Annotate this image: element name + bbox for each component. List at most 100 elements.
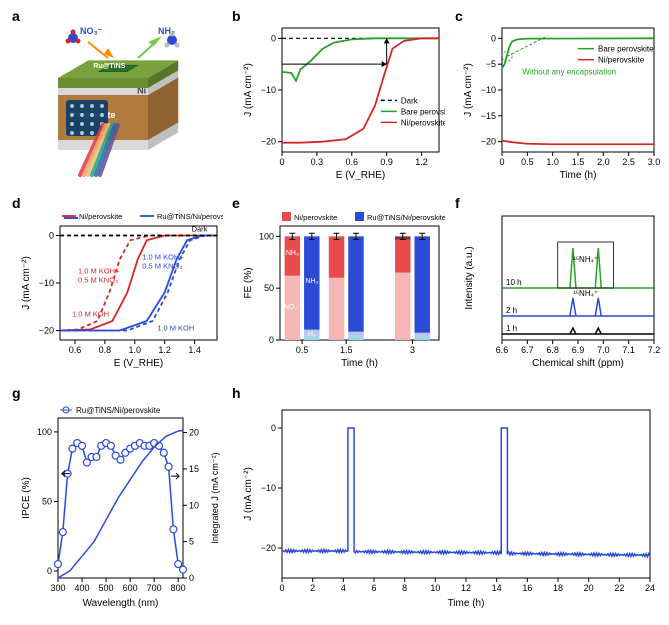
- svg-text:0.5: 0.5: [296, 345, 309, 355]
- svg-text:0.5 M KNO₃: 0.5 M KNO₃: [142, 261, 182, 270]
- svg-text:Chemical shift (ppm): Chemical shift (ppm): [532, 358, 624, 368]
- svg-text:J (mA cm⁻²): J (mA cm⁻²): [243, 63, 254, 117]
- svg-text:IPCE (%): IPCE (%): [21, 477, 32, 519]
- panel-g-svg: 30040050060070080005010005101520Waveleng…: [18, 398, 223, 608]
- svg-text:400: 400: [75, 583, 90, 593]
- svg-text:10 h: 10 h: [506, 278, 522, 287]
- panel-g: 30040050060070080005010005101520Waveleng…: [18, 398, 223, 608]
- svg-text:J (mA cm⁻²): J (mA cm⁻²): [463, 63, 474, 117]
- svg-text:0: 0: [279, 583, 284, 593]
- svg-text:24: 24: [645, 583, 655, 593]
- panel-d-svg: 0.60.81.01.21.4−20−100E (V_RHE)J (mA cm⁻…: [18, 208, 223, 368]
- svg-text:100: 100: [259, 231, 274, 241]
- svg-text:Ni/perovskite: Ni/perovskite: [401, 118, 445, 127]
- svg-text:J (mA cm⁻²): J (mA cm⁻²): [243, 467, 254, 521]
- panel-h-svg: 024681012141618202224−20−100Time (h)J (m…: [240, 398, 660, 608]
- svg-text:300: 300: [50, 583, 65, 593]
- svg-text:1.2: 1.2: [158, 345, 171, 355]
- svg-text:6: 6: [371, 583, 376, 593]
- svg-text:NO₂⁻: NO₂⁻: [284, 304, 301, 311]
- panel-f-svg: 6.66.76.86.97.07.17.2Chemical shift (ppm…: [460, 208, 660, 368]
- svg-text:1.4: 1.4: [188, 345, 201, 355]
- svg-text:0: 0: [269, 335, 274, 345]
- svg-text:Integrated J (mA cm⁻²): Integrated J (mA cm⁻²): [210, 452, 220, 543]
- svg-text:2.0: 2.0: [597, 157, 610, 167]
- panel-e-svg: 0.51.53050100Time (h)FE (%)NH₃NH₃NO₂⁻H₂N…: [240, 208, 445, 368]
- svg-text:0.6: 0.6: [346, 157, 359, 167]
- svg-text:1.0: 1.0: [546, 157, 559, 167]
- svg-text:0: 0: [271, 423, 276, 433]
- panel-f: 6.66.76.86.97.07.17.2Chemical shift (ppm…: [460, 208, 660, 368]
- svg-text:Wavelength (nm): Wavelength (nm): [83, 598, 159, 608]
- svg-text:−20: −20: [261, 543, 276, 553]
- svg-text:NO₃⁻: NO₃⁻: [80, 26, 103, 36]
- svg-text:5: 5: [189, 537, 194, 547]
- svg-text:Ni/perovskite: Ni/perovskite: [79, 212, 122, 221]
- svg-text:1.5: 1.5: [340, 345, 353, 355]
- svg-text:4: 4: [341, 583, 346, 593]
- svg-text:800: 800: [171, 583, 186, 593]
- svg-text:20: 20: [189, 428, 199, 438]
- svg-text:Ru@TiNS/Ni/perovskite: Ru@TiNS/Ni/perovskite: [367, 213, 445, 222]
- svg-text:18: 18: [553, 583, 563, 593]
- svg-text:7.1: 7.1: [622, 345, 635, 355]
- svg-text:Time (h): Time (h): [448, 598, 485, 608]
- svg-text:2 h: 2 h: [506, 306, 517, 315]
- panel-d: 0.60.81.01.21.4−20−100E (V_RHE)J (mA cm⁻…: [18, 208, 223, 368]
- svg-text:Ru@TiNS/Ni/perovskite: Ru@TiNS/Ni/perovskite: [157, 212, 223, 221]
- svg-text:0: 0: [49, 231, 54, 241]
- svg-text:12: 12: [461, 583, 471, 593]
- svg-text:14: 14: [492, 583, 502, 593]
- svg-text:Dark: Dark: [192, 225, 208, 234]
- svg-text:7.0: 7.0: [597, 345, 610, 355]
- svg-text:E (V_RHE): E (V_RHE): [336, 170, 385, 180]
- svg-text:2.5: 2.5: [622, 157, 635, 167]
- svg-text:0: 0: [189, 573, 194, 583]
- svg-text:−10: −10: [39, 278, 54, 288]
- svg-text:1.0 M KOH+: 1.0 M KOH+: [78, 267, 120, 276]
- figure-container: a b c d e f g h PerovskiteNiRu@TiNSNO₃⁻N…: [0, 0, 669, 625]
- svg-text:3: 3: [410, 345, 415, 355]
- svg-text:−10: −10: [261, 483, 276, 493]
- svg-text:1.0 M KOH: 1.0 M KOH: [72, 309, 109, 318]
- svg-text:3.0: 3.0: [648, 157, 660, 167]
- svg-text:100: 100: [37, 427, 52, 437]
- svg-text:NH₃: NH₃: [305, 278, 318, 285]
- panel-c-svg: 00.51.01.52.02.53.0−20−15−10−50Time (h)J…: [460, 20, 660, 180]
- svg-text:22: 22: [614, 583, 624, 593]
- svg-text:1.5: 1.5: [572, 157, 585, 167]
- svg-text:Time (h): Time (h): [341, 358, 378, 368]
- svg-text:E (V_RHE): E (V_RHE): [114, 358, 163, 368]
- svg-text:6.7: 6.7: [521, 345, 534, 355]
- panel-a-svg: PerovskiteNiRu@TiNSNO₃⁻NH₃: [18, 20, 213, 180]
- svg-text:¹⁵NH₄⁺: ¹⁵NH₄⁺: [573, 289, 598, 298]
- panel-b-svg: 00.30.60.91.2−20−100E (V_RHE)J (mA cm⁻²)…: [240, 20, 445, 180]
- svg-text:0: 0: [499, 157, 504, 167]
- svg-text:−20: −20: [261, 137, 276, 147]
- svg-text:J (mA cm⁻²): J (mA cm⁻²): [21, 256, 32, 310]
- svg-text:1 h: 1 h: [506, 324, 517, 333]
- svg-text:−20: −20: [39, 326, 54, 336]
- svg-text:6.8: 6.8: [546, 345, 559, 355]
- svg-text:10: 10: [430, 583, 440, 593]
- svg-text:¹⁵NH₄⁺: ¹⁵NH₄⁺: [573, 255, 598, 264]
- svg-text:Bare perovskite: Bare perovskite: [401, 107, 445, 116]
- label-f: f: [455, 195, 460, 211]
- svg-text:0.6: 0.6: [69, 345, 82, 355]
- svg-text:H₂: H₂: [308, 331, 316, 338]
- svg-text:NH₃: NH₃: [286, 250, 299, 257]
- svg-text:0.3: 0.3: [311, 157, 324, 167]
- svg-text:7.2: 7.2: [648, 345, 660, 355]
- svg-text:50: 50: [42, 496, 52, 506]
- svg-text:Intensity (a.u.): Intensity (a.u.): [464, 246, 475, 309]
- panel-h: 024681012141618202224−20−100Time (h)J (m…: [240, 398, 660, 608]
- panel-a: PerovskiteNiRu@TiNSNO₃⁻NH₃: [18, 20, 213, 180]
- svg-text:600: 600: [123, 583, 138, 593]
- svg-text:0.5: 0.5: [521, 157, 534, 167]
- panel-b: 00.30.60.91.2−20−100E (V_RHE)J (mA cm⁻²)…: [240, 20, 445, 180]
- svg-text:10: 10: [189, 500, 199, 510]
- svg-text:0: 0: [279, 157, 284, 167]
- svg-text:700: 700: [147, 583, 162, 593]
- svg-text:Dark: Dark: [401, 96, 419, 105]
- svg-text:1.0 M KOH: 1.0 M KOH: [157, 324, 194, 333]
